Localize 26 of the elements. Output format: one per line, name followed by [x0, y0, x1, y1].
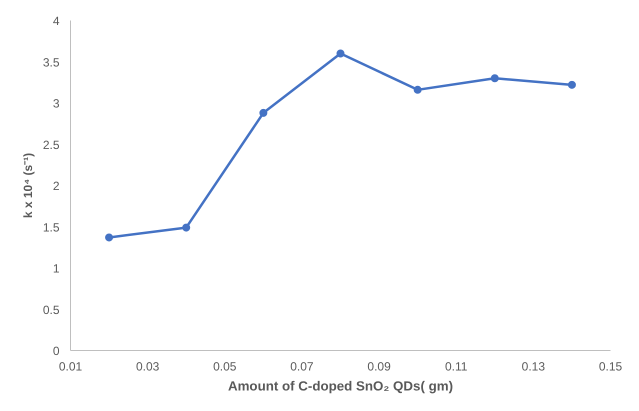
y-axis-title: k x 10⁴ (s⁻¹)	[20, 152, 35, 218]
point	[414, 86, 422, 94]
y-tick-label: 1	[52, 262, 60, 276]
x-tick-label: 0.11	[444, 360, 468, 374]
y-tick-label: 3	[52, 96, 60, 110]
point	[490, 74, 499, 82]
y-tick-label: 2.5	[42, 138, 60, 152]
point	[568, 80, 576, 89]
point	[182, 224, 190, 232]
y-tick-label: 1.5	[42, 220, 60, 234]
y-tick-label: 4	[52, 14, 60, 28]
y-tick-label: 0	[52, 344, 60, 358]
x-axis-title: Amount of C-doped SnO₂ QDs( gm)	[228, 378, 454, 394]
y-tick-label: 0.5	[42, 302, 60, 317]
x-tick-label: 0.13	[522, 360, 546, 374]
x-tick-label: 0.15	[598, 360, 623, 374]
x-tick-label: 0.01	[58, 360, 83, 374]
point	[336, 50, 344, 58]
x-tick-label: 0.07	[290, 360, 314, 374]
x-tick-label: 0.03	[136, 360, 160, 374]
y-tick-label: 3.5	[42, 55, 60, 70]
y-tick-label: 2	[52, 179, 60, 193]
point	[105, 233, 114, 242]
point	[259, 108, 268, 117]
x-tick-label: 0.05	[213, 360, 237, 374]
x-tick-label: 0.09	[367, 360, 392, 374]
